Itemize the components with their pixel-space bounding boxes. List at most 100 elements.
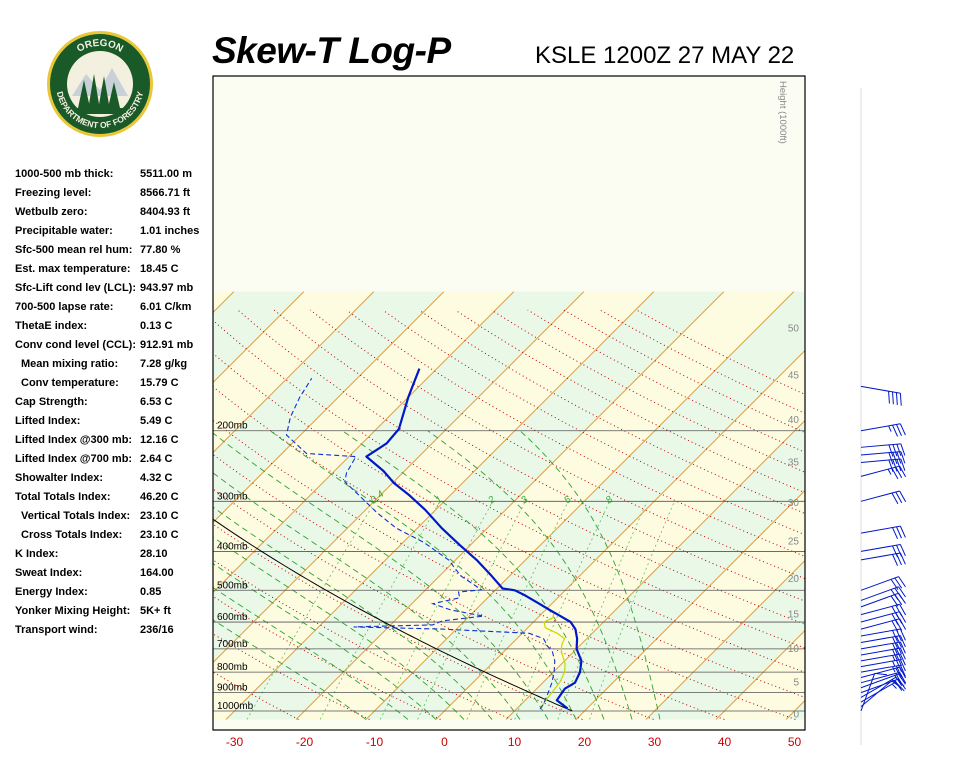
stat-value: 23.10 C bbox=[140, 510, 179, 522]
stat-row: Sfc-500 mean rel hum: 77.80 % bbox=[15, 244, 215, 263]
wind-barb-feather bbox=[900, 443, 906, 456]
stat-value: 7.28 g/kg bbox=[140, 358, 188, 370]
mixing-ratio-line bbox=[246, 501, 376, 720]
wind-barb-feather bbox=[891, 606, 899, 618]
stat-row: ThetaE index: 0.13 C bbox=[15, 320, 215, 339]
pressure-label: 300mb bbox=[217, 491, 248, 502]
wind-barb-half-feather bbox=[887, 468, 892, 475]
pressure-label: 500mb bbox=[217, 580, 248, 591]
wind-barb bbox=[860, 443, 906, 457]
stat-row: Lifted Index @300 mb: 12.16 C bbox=[15, 434, 215, 453]
wind-barb bbox=[860, 576, 906, 591]
wind-barb-staff bbox=[860, 664, 901, 673]
height-tick-label: 30 bbox=[788, 498, 800, 509]
stat-row: Precipitable water: 1.01 inches bbox=[15, 225, 215, 244]
stat-row: Lifted Index @700 mb: 2.64 C bbox=[15, 453, 215, 472]
wind-barb-feather bbox=[892, 649, 899, 661]
wind-barb bbox=[860, 525, 906, 540]
isotherm-line bbox=[225, 291, 655, 720]
wind-barb-feather bbox=[890, 595, 899, 607]
wind-barb-feather bbox=[888, 391, 890, 404]
stat-row: Yonker Mixing Height: 5K+ ft bbox=[15, 605, 215, 624]
stat-value: 5511.00 m bbox=[140, 168, 192, 180]
stat-label: Wetbulb zero: bbox=[15, 206, 88, 218]
wind-barb-feather bbox=[894, 675, 903, 686]
stat-label: Sweat Index: bbox=[15, 567, 83, 579]
wind-barb-staff bbox=[860, 618, 900, 630]
stat-label: K Index: bbox=[15, 548, 59, 560]
x-tick-label: -30 bbox=[226, 735, 244, 749]
wind-barb-feather bbox=[888, 444, 894, 457]
height-tick-label: 0 bbox=[793, 709, 799, 720]
wind-barb-feather bbox=[895, 667, 903, 680]
dry-adiabat-line bbox=[454, 309, 805, 494]
wind-barb-feather bbox=[899, 525, 906, 538]
wind-barb-feather bbox=[899, 604, 907, 616]
wind-barb-feather bbox=[898, 586, 906, 598]
moist-adiabat-line bbox=[213, 432, 549, 720]
stat-label: Yonker Mixing Height: bbox=[15, 605, 131, 617]
wind-barb-feather bbox=[895, 466, 903, 479]
isotherm-line bbox=[435, 349, 805, 720]
wind-barb-staff bbox=[860, 611, 900, 623]
wind-barb-staff bbox=[860, 659, 901, 668]
wind-barb-feather bbox=[899, 647, 906, 660]
x-tick-label: 50 bbox=[788, 735, 802, 749]
wind-barb-staff bbox=[860, 635, 901, 644]
wind-barb-feather bbox=[894, 587, 903, 599]
stat-label: Energy Index: bbox=[15, 586, 88, 598]
mixing-ratio-label: 1 bbox=[433, 494, 444, 506]
wind-barb-staff bbox=[860, 678, 899, 694]
wind-barb-feather bbox=[899, 393, 902, 406]
x-tick-label: -10 bbox=[366, 735, 384, 749]
wind-barb bbox=[860, 664, 906, 678]
wind-barb-feather bbox=[899, 465, 907, 478]
isotherm-line bbox=[365, 291, 795, 720]
moist-adiabat-line bbox=[213, 536, 465, 720]
wind-barb-staff bbox=[860, 586, 899, 601]
wind-barb-half-feather bbox=[892, 655, 896, 662]
stat-value: 12.16 C bbox=[140, 434, 179, 446]
stat-row: Vertical Totals Index: 23.10 C bbox=[15, 510, 215, 529]
dry-adiabat-line bbox=[213, 559, 512, 720]
stat-row: Freezing level: 8566.71 ft bbox=[15, 187, 215, 206]
stat-label: Showalter Index: bbox=[15, 472, 104, 484]
wind-barb-staff bbox=[860, 641, 901, 650]
wind-barb-feather bbox=[895, 660, 902, 672]
dry-adiabat-line bbox=[213, 419, 796, 720]
dry-adiabat-line bbox=[213, 523, 583, 720]
wind-barb-feather bbox=[895, 392, 898, 405]
height-tick-label: 15 bbox=[788, 610, 800, 621]
dry-adiabat-line bbox=[213, 386, 805, 698]
wind-barb-feather bbox=[892, 545, 899, 558]
moist-adiabat-line bbox=[269, 430, 577, 720]
wind-barb bbox=[860, 423, 906, 437]
stat-label: 1000-500 mb thick: bbox=[15, 168, 114, 180]
mixing-ratio-line bbox=[417, 501, 526, 720]
mixing-ratio-label: 5 bbox=[562, 494, 574, 506]
x-tick-label: 10 bbox=[508, 735, 522, 749]
wind-barb-feather bbox=[895, 654, 902, 667]
wind-barb-feather bbox=[892, 636, 899, 649]
wind-barb bbox=[860, 385, 902, 406]
wind-barb-feather bbox=[891, 620, 899, 632]
wind-barb-feather bbox=[892, 452, 898, 465]
wind-barb-staff bbox=[860, 671, 900, 684]
wind-barb-half-feather bbox=[892, 660, 896, 667]
wind-barb-staff bbox=[860, 423, 901, 432]
wind-barb-feather bbox=[892, 630, 899, 642]
wind-barb-feather bbox=[895, 629, 902, 642]
wind-barb-staff bbox=[860, 647, 901, 656]
isotherm-line bbox=[295, 291, 725, 720]
wind-barb-feather bbox=[898, 576, 906, 588]
stat-row: 1000-500 mb thick: 5511.00 m bbox=[15, 168, 215, 187]
wind-barb-feather bbox=[895, 636, 902, 648]
wind-barb bbox=[860, 465, 907, 480]
stat-row: Cross Totals Index: 23.10 C bbox=[15, 529, 215, 548]
height-tick-label: 40 bbox=[788, 415, 800, 426]
moist-adiabat-line bbox=[213, 619, 367, 720]
wetbulb-trace-line bbox=[540, 609, 566, 710]
stat-label: 700-500 lapse rate: bbox=[15, 301, 114, 313]
temperature-trace-line bbox=[365, 368, 583, 710]
wind-barb-feather bbox=[900, 451, 906, 464]
